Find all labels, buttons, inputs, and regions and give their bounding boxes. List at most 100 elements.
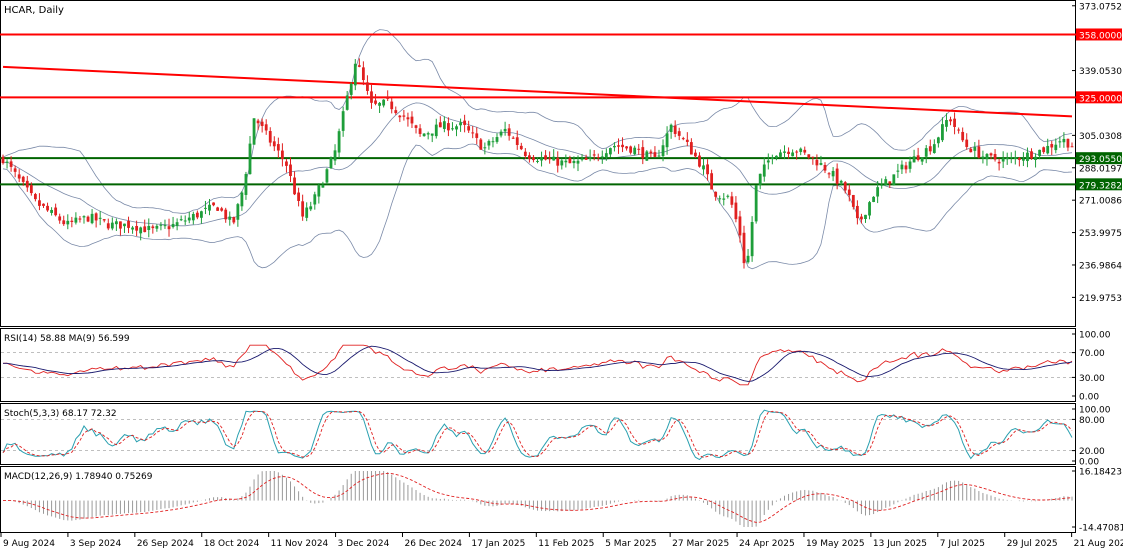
candle-body[interactable] xyxy=(479,139,483,150)
rsi-panel[interactable] xyxy=(0,328,1076,402)
candle-body[interactable] xyxy=(256,120,260,124)
candle-body[interactable] xyxy=(442,121,446,129)
candle-body[interactable] xyxy=(649,151,653,154)
candle-body[interactable] xyxy=(523,151,527,157)
candle-body[interactable] xyxy=(552,156,556,161)
candle-body[interactable] xyxy=(491,141,495,143)
candle-body[interactable] xyxy=(795,151,799,153)
candle-body[interactable] xyxy=(916,155,920,160)
candle-body[interactable] xyxy=(827,173,831,175)
candle-body[interactable] xyxy=(58,216,62,221)
candle-body[interactable] xyxy=(604,153,608,158)
candle-body[interactable] xyxy=(835,168,839,184)
candle-body[interactable] xyxy=(447,123,450,131)
candle-body[interactable] xyxy=(718,198,722,200)
candle-body[interactable] xyxy=(163,225,167,227)
candle-body[interactable] xyxy=(932,144,936,154)
candle-body[interactable] xyxy=(248,143,252,175)
candle-body[interactable] xyxy=(637,148,641,150)
candle-body[interactable] xyxy=(742,232,746,264)
candle-body[interactable] xyxy=(382,99,386,106)
candle-body[interactable] xyxy=(783,151,786,153)
candle-body[interactable] xyxy=(276,144,280,151)
candle-body[interactable] xyxy=(54,207,58,216)
candle-body[interactable] xyxy=(560,160,564,166)
candle-body[interactable] xyxy=(297,192,300,201)
candle-body[interactable] xyxy=(325,169,329,183)
candle-body[interactable] xyxy=(167,226,171,230)
candle-body[interactable] xyxy=(961,131,965,141)
candle-body[interactable] xyxy=(564,160,568,163)
candle-body[interactable] xyxy=(600,156,604,158)
candle-body[interactable] xyxy=(459,122,462,126)
candle-body[interactable] xyxy=(876,187,880,197)
candle-body[interactable] xyxy=(317,185,321,197)
candle-body[interactable] xyxy=(467,126,471,131)
candle-body[interactable] xyxy=(1070,146,1074,148)
candle-body[interactable] xyxy=(613,145,616,148)
candle-body[interactable] xyxy=(240,192,244,207)
candle-body[interactable] xyxy=(309,206,313,210)
candle-body[interactable] xyxy=(726,195,730,197)
candle-body[interactable] xyxy=(750,222,754,257)
candle-body[interactable] xyxy=(329,157,333,169)
candle-body[interactable] xyxy=(74,217,78,223)
candle-body[interactable] xyxy=(677,131,681,136)
candle-body[interactable] xyxy=(224,209,228,220)
candle-body[interactable] xyxy=(507,128,511,136)
candle-body[interactable] xyxy=(710,173,714,190)
candle-body[interactable] xyxy=(38,200,41,206)
candle-body[interactable] xyxy=(823,164,827,171)
candle-body[interactable] xyxy=(880,184,884,186)
candle-body[interactable] xyxy=(1066,138,1070,148)
candle-body[interactable] xyxy=(815,159,819,166)
candle-body[interactable] xyxy=(1017,158,1021,160)
candle-body[interactable] xyxy=(515,137,519,145)
candle-body[interactable] xyxy=(434,124,438,137)
candle-body[interactable] xyxy=(216,207,220,211)
candle-body[interactable] xyxy=(495,137,499,142)
candle-body[interactable] xyxy=(762,164,766,177)
candle-body[interactable] xyxy=(349,83,353,95)
candle-body[interactable] xyxy=(422,133,426,137)
candle-body[interactable] xyxy=(754,185,758,222)
candle-body[interactable] xyxy=(884,179,888,186)
candle-body[interactable] xyxy=(119,221,122,229)
candle-body[interactable] xyxy=(572,160,576,164)
candle-body[interactable] xyxy=(576,160,580,164)
candle-body[interactable] xyxy=(236,204,240,220)
candle-body[interactable] xyxy=(511,137,515,139)
candle-body[interactable] xyxy=(965,139,969,147)
candle-body[interactable] xyxy=(734,202,738,220)
candle-body[interactable] xyxy=(532,157,535,161)
candle-body[interactable] xyxy=(698,155,701,167)
candle-body[interactable] xyxy=(127,220,130,228)
candle-body[interactable] xyxy=(179,219,183,221)
candle-body[interactable] xyxy=(928,146,932,152)
candle-body[interactable] xyxy=(487,140,491,146)
candle-body[interactable] xyxy=(519,145,523,150)
candle-body[interactable] xyxy=(855,205,859,219)
candle-body[interactable] xyxy=(775,155,778,158)
candle-body[interactable] xyxy=(147,225,151,230)
candle-body[interactable] xyxy=(803,149,807,153)
candle-body[interactable] xyxy=(98,217,102,219)
candle-body[interactable] xyxy=(1058,141,1062,143)
candle-body[interactable] xyxy=(268,131,272,143)
candle-body[interactable] xyxy=(657,155,661,157)
candle-body[interactable] xyxy=(272,141,276,147)
candle-body[interactable] xyxy=(787,151,790,155)
candle-body[interactable] xyxy=(370,91,373,103)
candle-body[interactable] xyxy=(9,161,13,167)
candle-body[interactable] xyxy=(483,147,487,149)
candle-body[interactable] xyxy=(455,126,458,130)
candle-body[interactable] xyxy=(285,161,288,166)
candle-body[interactable] xyxy=(839,180,843,183)
candle-body[interactable] xyxy=(896,170,900,172)
candle-body[interactable] xyxy=(90,213,94,224)
candle-body[interactable] xyxy=(548,158,552,160)
candle-body[interactable] xyxy=(981,156,985,159)
candle-body[interactable] xyxy=(912,156,916,163)
candle-body[interactable] xyxy=(908,161,912,169)
